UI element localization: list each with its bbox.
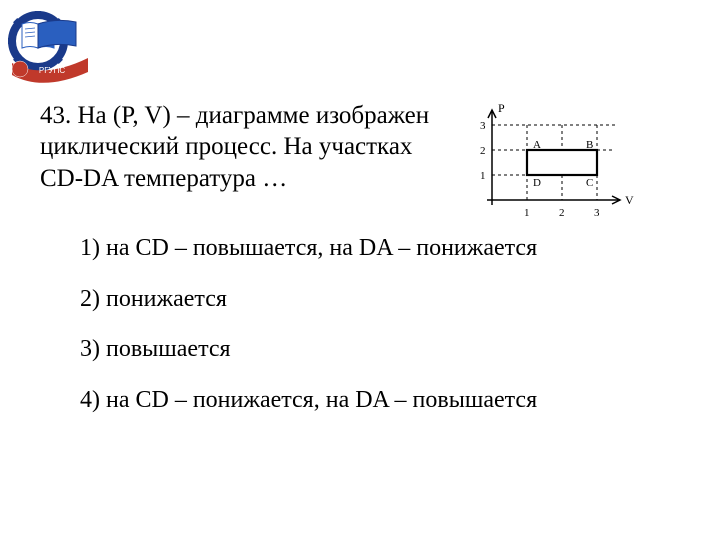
question-block: 43. На (P, V) – диаграмме изображен цикл… <box>40 100 680 194</box>
ytick-1: 1 <box>480 170 486 182</box>
xtick-3: 3 <box>594 207 600 219</box>
xtick-1: 1 <box>524 207 530 219</box>
point-D: D <box>533 177 541 189</box>
x-axis-label: V <box>625 193 634 207</box>
point-B: B <box>586 139 593 151</box>
slide-content: 43. На (P, V) – диаграмме изображен цикл… <box>40 100 680 437</box>
answer-2[interactable]: 2) понижается <box>80 285 680 314</box>
pv-diagram: P V <box>460 100 635 230</box>
point-C: C <box>586 177 593 189</box>
answers-block: 1) на CD – повышается, на DA – понижаетс… <box>80 234 680 415</box>
university-logo: РГУПС <box>8 8 93 93</box>
xtick-2: 2 <box>559 207 565 219</box>
axes <box>487 110 620 205</box>
question-text: 43. На (P, V) – диаграмме изображен цикл… <box>40 100 440 194</box>
cycle-rect <box>527 150 597 175</box>
pv-diagram-svg: P V <box>460 100 635 225</box>
answer-4[interactable]: 4) на CD – понижается, на DA – повышаетс… <box>80 386 680 415</box>
ytick-3: 3 <box>480 120 486 132</box>
answer-1[interactable]: 1) на CD – повышается, на DA – понижаетс… <box>80 234 680 263</box>
logo-ribbon-text: РГУПС <box>39 66 66 75</box>
y-axis-label: P <box>498 101 505 115</box>
book-icon <box>22 20 76 48</box>
ytick-2: 2 <box>480 145 486 157</box>
answer-3[interactable]: 3) повышается <box>80 335 680 364</box>
point-A: A <box>533 139 541 151</box>
logo-svg: РГУПС <box>8 8 93 88</box>
